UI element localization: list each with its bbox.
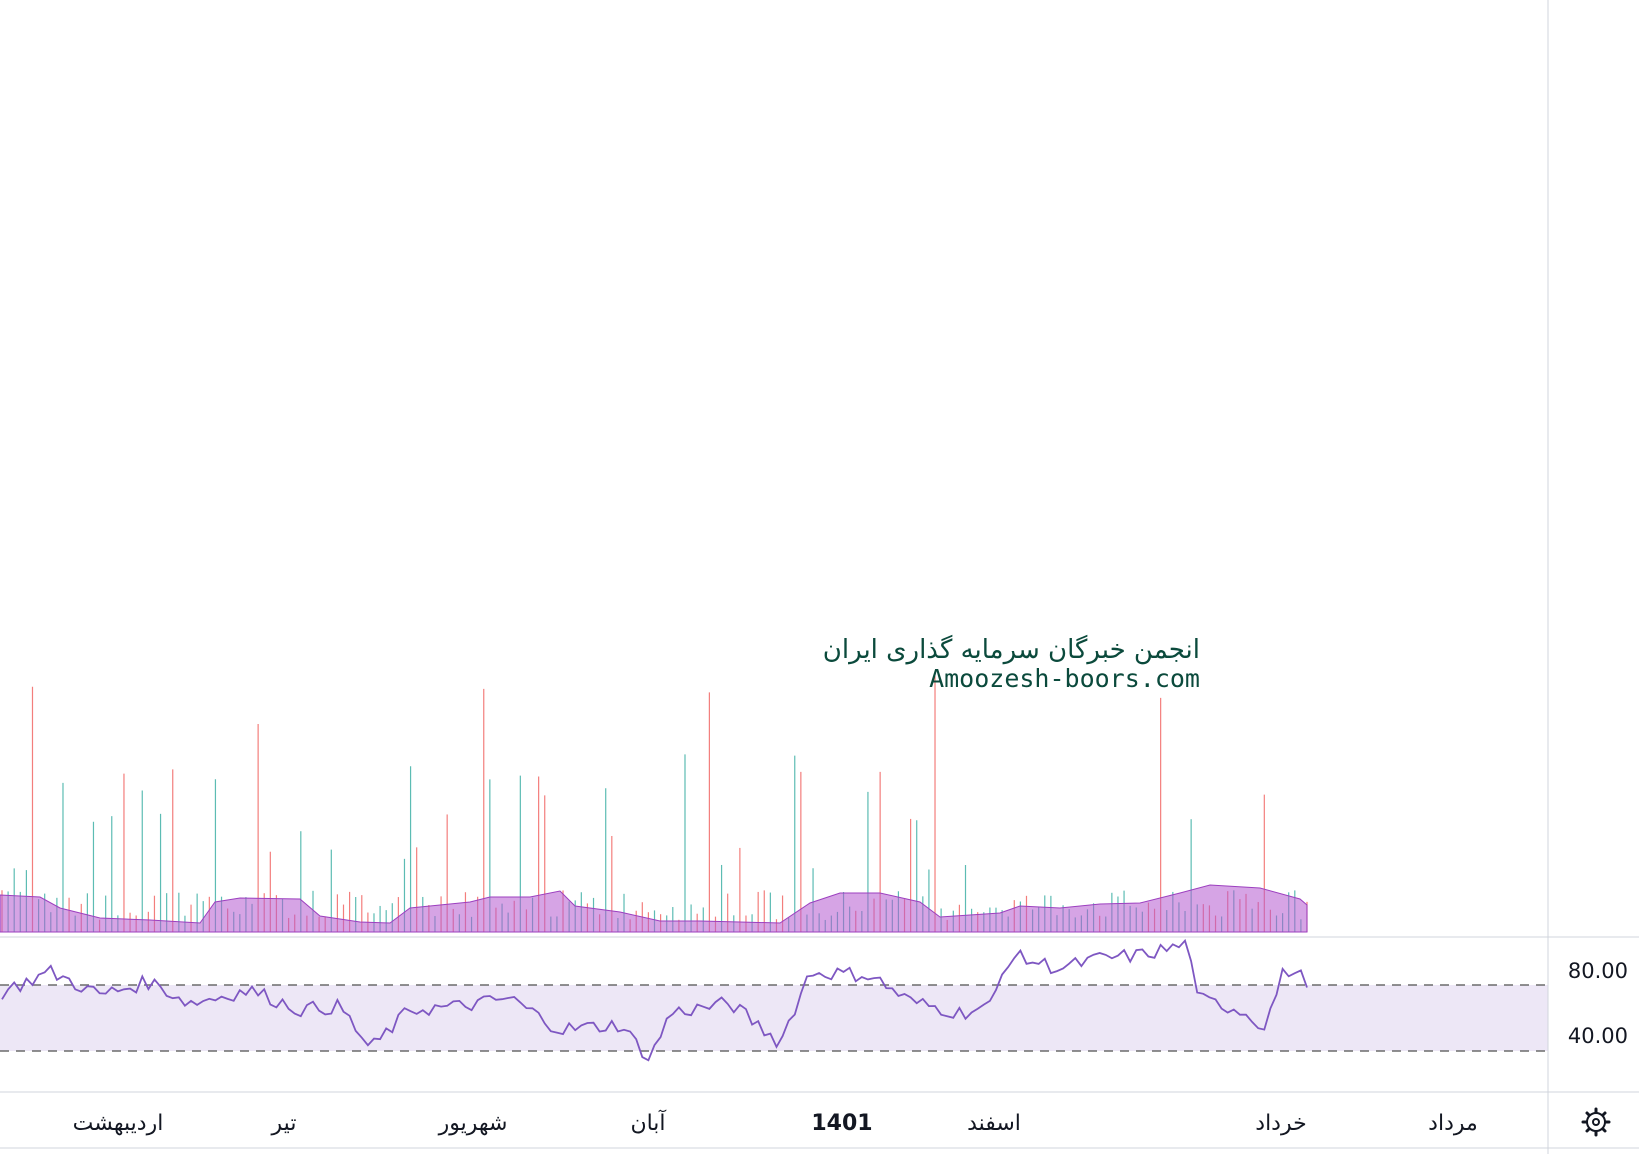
rsi-path: [1, 938, 1308, 1062]
time-tick-label: 1401: [811, 1111, 872, 1136]
rsi-line: [1, 938, 1308, 1062]
time-axis[interactable]: اردیبهشت تیر شهریور آبان 1401 اسفند خرداد مرداد: [73, 1109, 1478, 1136]
time-tick-label: شهریور: [438, 1111, 508, 1136]
volume-average-area: [0, 884, 1308, 933]
watermark-title: انجمن خبرگان سرمایه گذاری ایران: [823, 634, 1200, 665]
time-tick-label: خرداد: [1255, 1111, 1306, 1136]
gear-icon[interactable]: [1581, 1107, 1611, 1137]
time-tick-label: اسفند: [967, 1111, 1021, 1136]
time-tick-label: آبان: [630, 1109, 666, 1136]
rsi-tick-label: 40.00: [1568, 1024, 1628, 1048]
watermark-url: Amoozesh-boors.com: [929, 664, 1200, 693]
volume-bars: [1, 676, 1308, 932]
rsi-tick-label: 80.00: [1568, 959, 1628, 983]
time-tick-label: اردیبهشت: [73, 1111, 164, 1136]
time-tick-label: مرداد: [1428, 1111, 1478, 1136]
rsi-axis[interactable]: 80.00 40.00: [1568, 959, 1628, 1048]
volume-average-fill: [0, 884, 1308, 933]
time-tick-label: تیر: [271, 1111, 297, 1136]
